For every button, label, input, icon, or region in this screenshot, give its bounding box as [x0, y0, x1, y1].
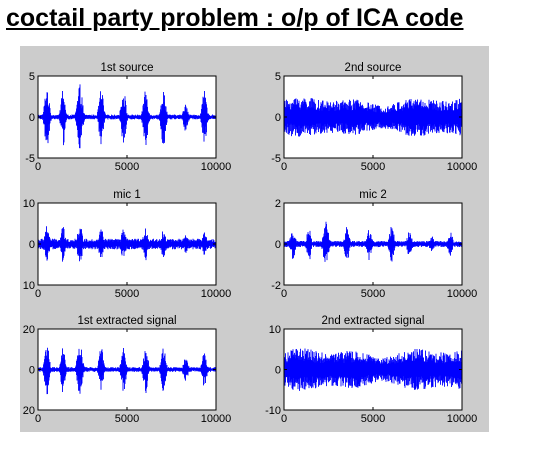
y-tick-label: 5 [275, 71, 281, 83]
subplot-title: mic 1 [113, 189, 140, 201]
y-tick-label: -5 [25, 153, 35, 165]
y-tick-label: 5 [29, 71, 35, 83]
x-tick-label: 0 [35, 161, 41, 173]
y-tick-label: 0 [29, 239, 35, 251]
figure: 1st source 0 5000 10000 5 0 -5 2nd source 0 5000 1… [20, 46, 489, 432]
subplot-title: 1st extracted signal [77, 315, 176, 327]
x-tick-label: 5000 [361, 413, 385, 425]
subplot-title: 2nd source [345, 62, 402, 74]
y-tick-label: 20 [23, 324, 35, 336]
x-tick-label: 0 [281, 288, 287, 300]
x-tick-label: 10000 [447, 288, 478, 300]
y-tick-label: 0 [29, 112, 35, 124]
y-tick-label: -2 [271, 280, 281, 292]
y-tick-label: -5 [271, 153, 281, 165]
y-tick-label: 0 [275, 365, 281, 377]
y-tick-label: 20 [23, 405, 35, 417]
y-tick-label: 0 [275, 112, 281, 124]
y-tick-label: 0 [29, 365, 35, 377]
y-tick-label: 10 [23, 280, 35, 292]
x-tick-label: 5000 [115, 288, 139, 300]
x-tick-label: 5000 [115, 161, 139, 173]
x-tick-label: 0 [281, 161, 287, 173]
x-tick-label: 0 [35, 288, 41, 300]
y-tick-label: 10 [23, 198, 35, 210]
x-tick-label: 10000 [447, 161, 478, 173]
y-tick-label: 0 [275, 239, 281, 251]
x-tick-label: 5000 [361, 161, 385, 173]
subplot-title: 1st source [100, 62, 153, 74]
y-tick-label: 2 [275, 198, 281, 210]
subplot-title: mic 2 [359, 189, 386, 201]
x-tick-label: 10000 [201, 288, 232, 300]
subplot-title: 2nd extracted signal [322, 315, 425, 327]
x-tick-label: 0 [281, 413, 287, 425]
x-tick-label: 10000 [201, 161, 232, 173]
x-tick-label: 0 [35, 413, 41, 425]
page-title: coctail party problem : o/p of ICA code [6, 4, 464, 32]
x-tick-label: 5000 [361, 288, 385, 300]
x-tick-label: 10000 [201, 413, 232, 425]
y-tick-label: -10 [265, 405, 281, 417]
x-tick-label: 5000 [115, 413, 139, 425]
y-tick-label: 10 [269, 324, 281, 336]
x-tick-label: 10000 [447, 413, 478, 425]
